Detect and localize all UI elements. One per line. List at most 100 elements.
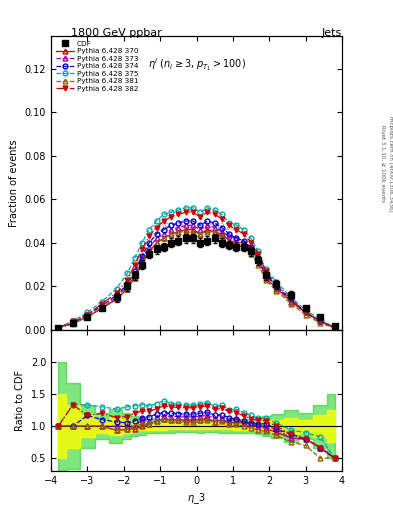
Pythia 6.428 374	[71, 321, 75, 327]
Pythia 6.428 382	[332, 325, 337, 331]
Pythia 6.428 375	[162, 211, 166, 218]
Pythia 6.428 381	[303, 312, 308, 318]
Pythia 6.428 373	[241, 240, 246, 246]
Pythia 6.428 374	[212, 220, 217, 226]
Pythia 6.428 370	[227, 238, 231, 244]
Pythia 6.428 381	[220, 233, 224, 239]
Pythia 6.428 381	[263, 276, 268, 283]
Pythia 6.428 381	[318, 321, 323, 327]
Pythia 6.428 381	[249, 250, 253, 257]
Pythia 6.428 374	[100, 303, 105, 309]
Pythia 6.428 370	[154, 240, 159, 246]
Pythia 6.428 374	[274, 283, 279, 289]
Pythia 6.428 382	[169, 214, 173, 220]
Pythia 6.428 381	[183, 229, 188, 235]
Pythia 6.428 373	[114, 294, 119, 301]
Pythia 6.428 375	[263, 266, 268, 272]
Pythia 6.428 370	[100, 305, 105, 311]
Pythia 6.428 370	[147, 248, 152, 254]
Pythia 6.428 370	[132, 274, 137, 281]
Pythia 6.428 382	[132, 262, 137, 268]
Pythia 6.428 375	[56, 325, 61, 331]
Text: Rivet 3.1.10, ≥ 100k events: Rivet 3.1.10, ≥ 100k events	[381, 125, 386, 202]
Pythia 6.428 381	[154, 240, 159, 246]
Pythia 6.428 381	[169, 231, 173, 237]
Pythia 6.428 374	[227, 231, 231, 237]
Pythia 6.428 381	[274, 288, 279, 294]
Pythia 6.428 382	[198, 214, 202, 220]
Pythia 6.428 382	[220, 216, 224, 222]
Pythia 6.428 374	[176, 220, 181, 226]
Text: CDF_1994_S2952106: CDF_1994_S2952106	[152, 223, 241, 231]
Pythia 6.428 374	[85, 312, 90, 318]
Pythia 6.428 382	[256, 250, 261, 257]
Pythia 6.428 375	[289, 294, 294, 301]
Pythia 6.428 373	[125, 283, 130, 289]
Pythia 6.428 370	[191, 227, 195, 233]
Pythia 6.428 382	[147, 233, 152, 239]
Pythia 6.428 374	[140, 253, 144, 259]
Pythia 6.428 375	[249, 236, 253, 242]
Pythia 6.428 382	[274, 281, 279, 287]
Pythia 6.428 373	[176, 224, 181, 230]
Pythia 6.428 382	[162, 218, 166, 224]
Pythia 6.428 373	[227, 233, 231, 239]
Pythia 6.428 370	[263, 274, 268, 281]
Pythia 6.428 381	[241, 244, 246, 250]
Pythia 6.428 382	[289, 296, 294, 303]
Pythia 6.428 370	[85, 314, 90, 320]
Pythia 6.428 370	[220, 231, 224, 237]
Pythia 6.428 382	[56, 325, 61, 331]
Pythia 6.428 382	[176, 211, 181, 218]
Pythia 6.428 370	[71, 321, 75, 327]
Pythia 6.428 381	[56, 325, 61, 331]
Pythia 6.428 381	[176, 229, 181, 235]
Pythia 6.428 375	[256, 248, 261, 254]
Text: Jets: Jets	[321, 28, 342, 38]
Pythia 6.428 374	[147, 240, 152, 246]
Line: Pythia 6.428 373: Pythia 6.428 373	[56, 223, 337, 330]
Pythia 6.428 374	[234, 236, 239, 242]
Pythia 6.428 374	[198, 222, 202, 228]
Pythia 6.428 381	[140, 259, 144, 265]
Pythia 6.428 370	[256, 255, 261, 261]
Pythia 6.428 374	[132, 268, 137, 274]
Pythia 6.428 370	[169, 231, 173, 237]
Line: Pythia 6.428 370: Pythia 6.428 370	[56, 227, 337, 330]
Pythia 6.428 381	[100, 305, 105, 311]
Pythia 6.428 382	[227, 222, 231, 228]
Pythia 6.428 370	[205, 227, 210, 233]
Pythia 6.428 374	[169, 222, 173, 228]
Pythia 6.428 370	[114, 296, 119, 303]
Pythia 6.428 373	[274, 283, 279, 289]
Pythia 6.428 382	[303, 309, 308, 315]
Pythia 6.428 373	[169, 227, 173, 233]
Pythia 6.428 370	[183, 227, 188, 233]
Pythia 6.428 381	[191, 229, 195, 235]
Pythia 6.428 375	[227, 220, 231, 226]
Pythia 6.428 381	[85, 314, 90, 320]
Pythia 6.428 370	[303, 309, 308, 315]
Pythia 6.428 374	[183, 218, 188, 224]
Pythia 6.428 375	[274, 279, 279, 285]
Pythia 6.428 382	[140, 246, 144, 252]
Pythia 6.428 373	[318, 318, 323, 324]
Pythia 6.428 373	[212, 224, 217, 230]
Pythia 6.428 370	[249, 244, 253, 250]
Pythia 6.428 382	[154, 224, 159, 230]
Pythia 6.428 381	[198, 231, 202, 237]
Pythia 6.428 373	[71, 321, 75, 327]
Pythia 6.428 374	[220, 224, 224, 230]
Pythia 6.428 381	[71, 321, 75, 327]
Pythia 6.428 382	[125, 276, 130, 283]
Pythia 6.428 373	[147, 244, 152, 250]
Pythia 6.428 375	[220, 211, 224, 218]
Pythia 6.428 370	[332, 325, 337, 331]
Pythia 6.428 382	[71, 318, 75, 324]
Pythia 6.428 370	[140, 262, 144, 268]
Pythia 6.428 374	[263, 270, 268, 276]
Pythia 6.428 375	[212, 207, 217, 213]
Pythia 6.428 374	[56, 325, 61, 331]
Pythia 6.428 382	[114, 290, 119, 296]
Pythia 6.428 381	[114, 296, 119, 303]
